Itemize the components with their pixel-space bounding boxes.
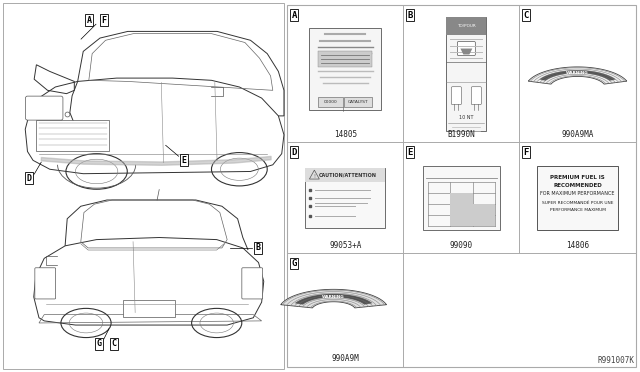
FancyBboxPatch shape	[471, 87, 481, 105]
Polygon shape	[460, 48, 472, 54]
Text: SUPER RECOMMANDÉ POUR UNE: SUPER RECOMMANDÉ POUR UNE	[542, 201, 613, 205]
Polygon shape	[528, 67, 627, 84]
Polygon shape	[281, 289, 387, 308]
Text: 00000: 00000	[324, 100, 338, 104]
Bar	[537, 166, 618, 230]
Text: 14805: 14805	[333, 130, 356, 139]
Bar	[305, 168, 385, 228]
Text: 99090: 99090	[450, 241, 473, 250]
Bar	[450, 204, 473, 215]
Text: WARNING: WARNING	[323, 295, 345, 299]
Text: PERFORMANCE MAXIMUM: PERFORMANCE MAXIMUM	[550, 208, 605, 212]
Polygon shape	[294, 294, 372, 305]
Text: CAUTION/ATTENTION: CAUTION/ATTENTION	[319, 173, 377, 177]
Text: WARNING: WARNING	[566, 71, 589, 75]
FancyBboxPatch shape	[242, 268, 262, 299]
Text: G: G	[97, 339, 102, 348]
Bar	[447, 17, 486, 131]
FancyBboxPatch shape	[26, 96, 63, 120]
Bar	[473, 204, 495, 215]
Text: D: D	[291, 148, 297, 157]
Text: E: E	[181, 156, 186, 165]
Bar	[473, 215, 495, 226]
Text: B: B	[256, 243, 260, 252]
Text: D: D	[27, 174, 32, 183]
Text: A: A	[86, 16, 92, 25]
Text: A: A	[291, 11, 297, 20]
Text: 990A9M: 990A9M	[332, 354, 359, 363]
FancyBboxPatch shape	[35, 268, 56, 299]
Text: CATALYST: CATALYST	[348, 100, 369, 104]
Bar	[450, 215, 473, 226]
Bar	[450, 193, 473, 204]
Polygon shape	[540, 70, 616, 81]
Text: F: F	[524, 148, 529, 157]
FancyBboxPatch shape	[458, 42, 476, 55]
Bar	[422, 166, 500, 230]
FancyBboxPatch shape	[451, 87, 461, 105]
Bar	[36, 120, 109, 151]
Text: TO/POUR: TO/POUR	[457, 24, 476, 28]
Text: 10 NT: 10 NT	[459, 115, 474, 120]
Text: !: !	[314, 174, 316, 179]
Bar	[305, 168, 385, 182]
Text: 990A9MA: 990A9MA	[561, 130, 594, 139]
Bar	[309, 28, 381, 110]
Text: F: F	[102, 16, 106, 25]
Text: R991007K: R991007K	[598, 356, 635, 365]
Text: G: G	[291, 259, 297, 268]
Text: C: C	[524, 11, 529, 20]
Bar	[3, 3, 284, 369]
Text: E: E	[408, 148, 413, 157]
Bar	[318, 97, 343, 107]
Text: RECOMMENDED: RECOMMENDED	[553, 183, 602, 188]
Bar	[287, 5, 636, 367]
Text: 14806: 14806	[566, 241, 589, 250]
Text: B: B	[408, 11, 413, 20]
Text: C: C	[111, 339, 116, 348]
Text: PREMIUM FUEL IS: PREMIUM FUEL IS	[550, 175, 605, 180]
Text: FOR MAXIMUM PERFORMANCE: FOR MAXIMUM PERFORMANCE	[540, 191, 615, 196]
Bar	[344, 97, 372, 107]
Bar	[447, 17, 486, 35]
Text: B1990N: B1990N	[447, 130, 476, 139]
Bar	[123, 300, 175, 317]
Text: 99053+A: 99053+A	[329, 241, 362, 250]
Bar	[318, 51, 372, 67]
